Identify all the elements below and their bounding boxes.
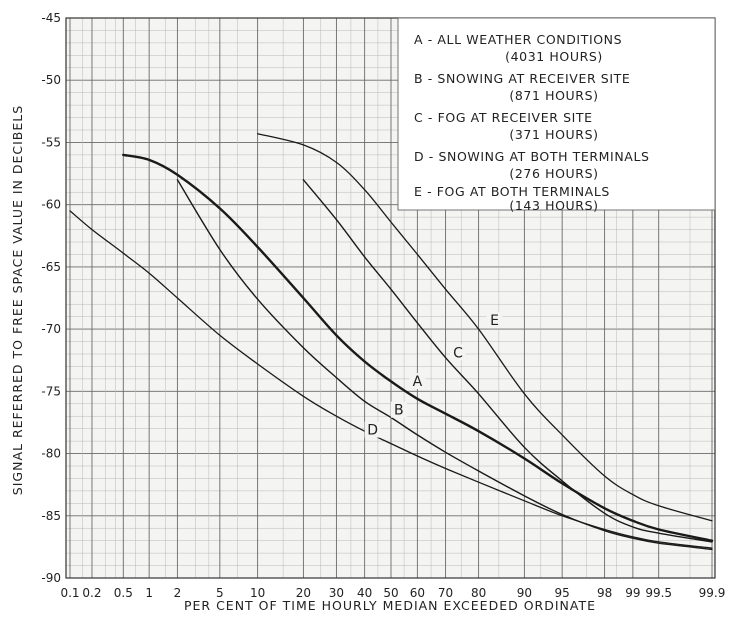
legend-entry-d: D - SNOWING AT BOTH TERMINALS — [414, 149, 650, 164]
x-axis-title: PER CENT OF TIME HOURLY MEDIAN EXCEEDED … — [184, 598, 596, 613]
x-tick-label: 99 — [625, 586, 640, 600]
x-tick-label: 99.9 — [699, 586, 726, 600]
x-tick-label: 80 — [471, 586, 486, 600]
curve-e — [256, 133, 713, 522]
plot-frame — [65, 17, 716, 579]
y-tick-labels: -45 -50 -55 -60 -65 -70 -75 -80 -85 -90 — [41, 11, 61, 585]
curve-label-a: A — [413, 374, 423, 390]
curves — [69, 133, 714, 551]
y-tick-label: -70 — [41, 322, 61, 336]
curve-label-bg — [364, 421, 381, 438]
curve-a — [122, 153, 714, 542]
x-tick-label: 2 — [174, 586, 182, 600]
curve-label-c: C — [453, 345, 463, 361]
legend-hours-d: (276 HOURS) — [509, 166, 598, 181]
curve-label-bg — [390, 401, 407, 418]
x-tick-label: 1 — [145, 586, 153, 600]
curve-b — [176, 179, 713, 551]
x-tick-label: 5 — [216, 586, 224, 600]
legend-box — [397, 17, 716, 211]
curve-label-bg — [486, 312, 503, 329]
y-tick-label: -85 — [41, 509, 61, 523]
curve-c — [302, 179, 713, 543]
y-tick-label: -55 — [41, 135, 61, 149]
y-axis-title: SIGNAL REFERRED TO FREE SPACE VALUE IN D… — [10, 105, 25, 495]
legend-hours-c: (371 HOURS) — [509, 127, 598, 142]
y-tick-label: -50 — [41, 73, 61, 87]
legend-entry-a: A - ALL WEATHER CONDITIONS — [414, 32, 622, 47]
curve-label-b: B — [394, 403, 404, 419]
x-tick-label: 98 — [597, 586, 612, 600]
legend-entry-c: C - FOG AT RECEIVER SITE — [414, 110, 593, 125]
x-tick-label: 60 — [410, 586, 425, 600]
curve-label-e: E — [490, 313, 499, 329]
x-tick-label: 50 — [383, 586, 398, 600]
y-tick-label: -60 — [41, 198, 61, 212]
y-tick-label: -75 — [41, 384, 61, 398]
curve-label-bg — [409, 373, 426, 390]
x-tick-label: 0.1 — [60, 586, 79, 600]
x-tick-label: 30 — [329, 586, 344, 600]
legend-hours-b: (871 HOURS) — [509, 88, 598, 103]
curve-label-bg — [449, 344, 466, 361]
x-tick-label: 0.2 — [82, 586, 101, 600]
y-tick-label: -65 — [41, 260, 61, 274]
legend-hours-a: (4031 HOURS) — [505, 49, 603, 64]
legend-hours-e: (143 HOURS) — [509, 198, 598, 213]
curve-label-d: D — [367, 423, 378, 439]
x-tick-label: 95 — [555, 586, 570, 600]
x-tick-label: 40 — [357, 586, 372, 600]
x-tick-label: 70 — [438, 586, 453, 600]
curve-labels: AB C D E — [364, 312, 503, 439]
y-tick-label: -80 — [41, 447, 61, 461]
x-tick-label: 0.5 — [114, 586, 133, 600]
legend: A - ALL WEATHER CONDITIONS (4031 HOURS) … — [397, 17, 716, 213]
y-tick-label: -45 — [41, 11, 61, 25]
y-tick-label: -90 — [41, 571, 61, 585]
x-tick-label: 20 — [296, 586, 311, 600]
x-tick-label: 10 — [250, 586, 265, 600]
legend-entry-e: E - FOG AT BOTH TERMINALS — [414, 184, 610, 199]
x-tick-labels: 0.1 0.2 0.5 1 2 5 10 20 30 40 50 60 70 80 90 95 98 99 99.5… — [60, 586, 725, 600]
x-tick-label: 99.5 — [645, 586, 672, 600]
x-tick-label: 90 — [517, 586, 532, 600]
legend-entry-b: B - SNOWING AT RECEIVER SITE — [414, 71, 630, 86]
